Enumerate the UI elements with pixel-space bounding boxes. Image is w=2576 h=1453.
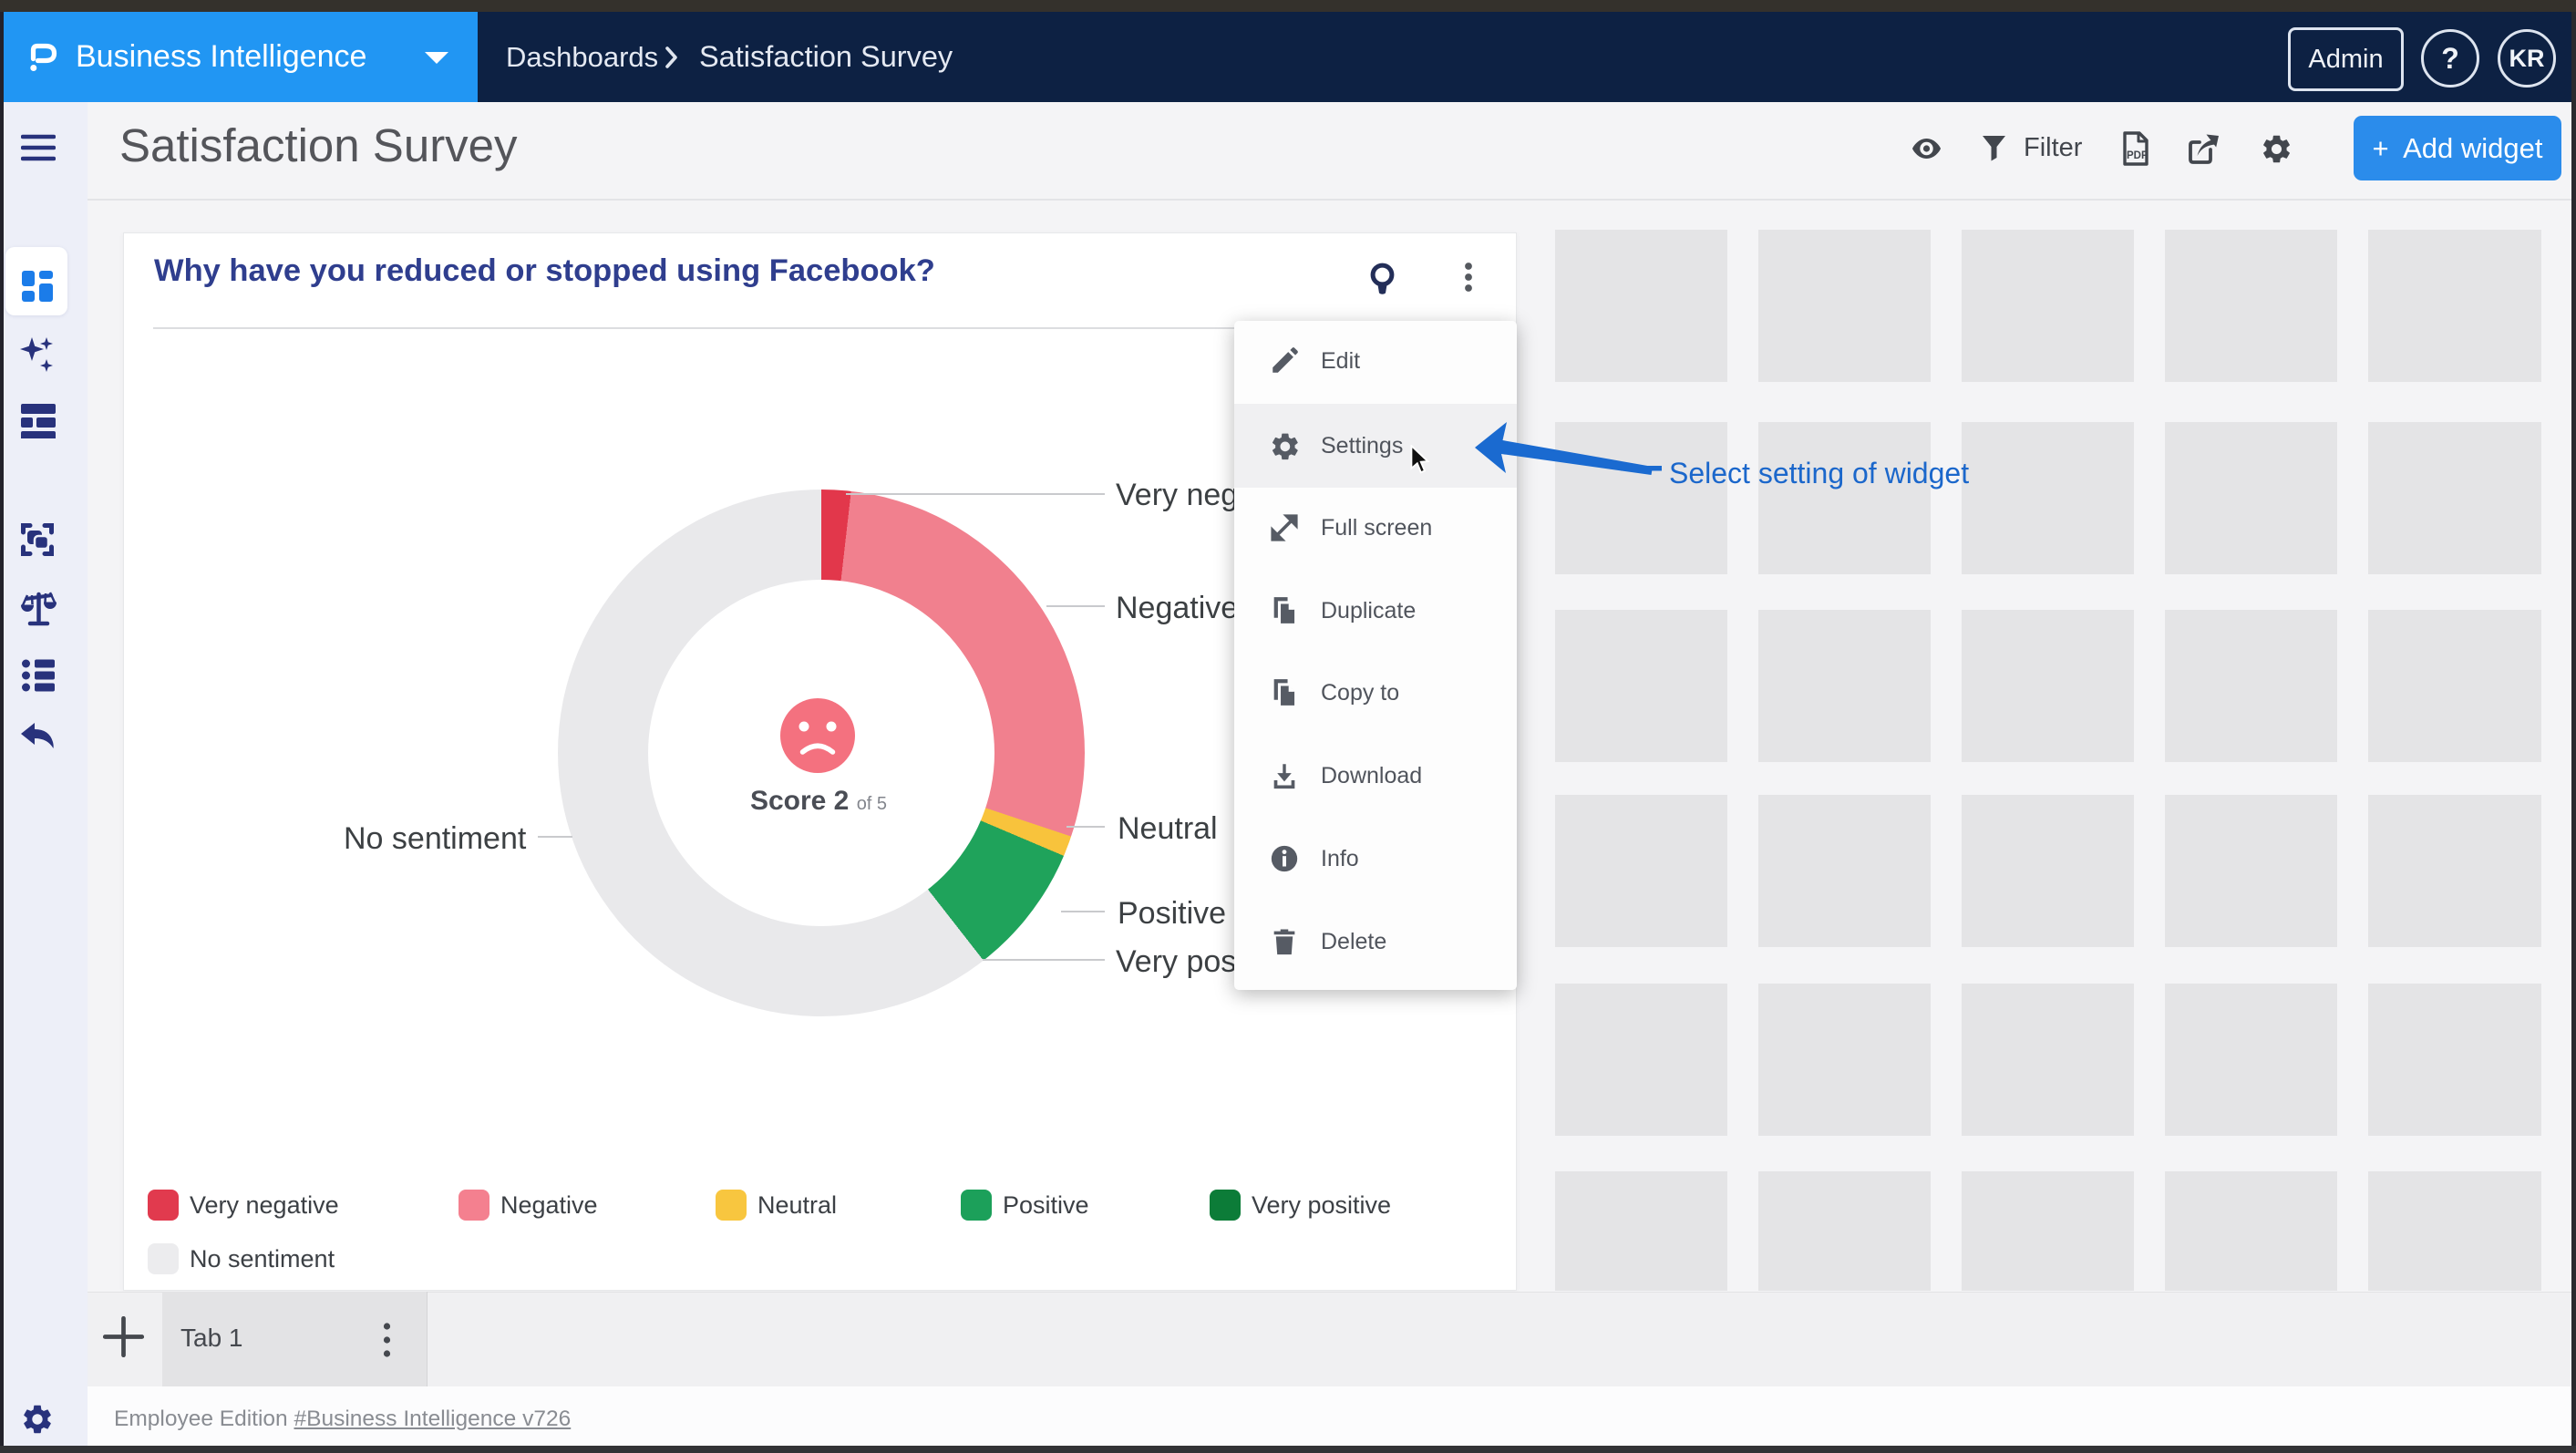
svg-text:PDF: PDF	[2127, 150, 2148, 161]
